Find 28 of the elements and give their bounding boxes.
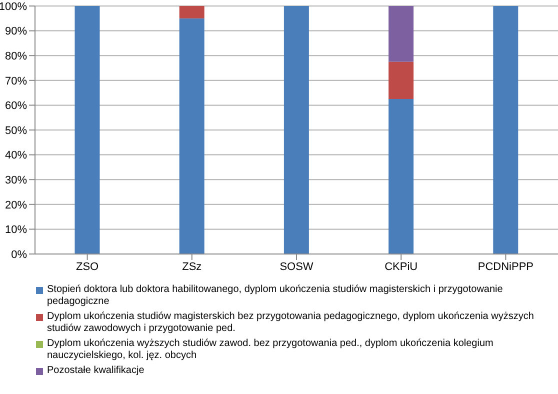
bar: [493, 6, 518, 254]
bar: [388, 62, 414, 99]
x-tick-label: SOSW: [280, 260, 314, 273]
y-tick-label: 30%: [4, 174, 28, 187]
legend-label: Stopień doktora lub doktora habilitowanego, dyplom ukończenia studiów magisterskich i przygotowanie pedagogiczne: [47, 284, 504, 308]
y-tick-label: 20%: [4, 199, 28, 212]
y-tick-label: 10%: [4, 224, 28, 236]
bar: [179, 18, 204, 254]
y-tick-label: 90%: [4, 26, 28, 38]
bar: [388, 99, 414, 254]
legend-label: Dyplom ukończenia wyższych studiów zawod. bez przygotowania ped., dyplom ukończenia kolegium nauczycielskiego, kol. jęz. obcych: [47, 338, 494, 362]
legend-label: Dyplom ukończenia studiów magisterskich bez przygotowania pedagogicznego, dyplom ukończenia wyższych studiów zawodowych i przygotowanie ped.: [47, 311, 535, 335]
legend-label: Pozostałe kwalifikacje: [47, 365, 144, 377]
y-tick-label: 80%: [4, 50, 28, 63]
x-tick-label: ZSO: [76, 260, 100, 273]
x-tick-label: PCDNiPPP: [478, 260, 534, 273]
y-tick-label: 50%: [4, 124, 28, 137]
bar: [388, 6, 414, 62]
y-tick-label: 100%: [0, 0, 28, 13]
x-tick-label: CKPiU: [384, 260, 418, 273]
y-tick-label: 60%: [4, 100, 28, 112]
y-tick-label: 40%: [4, 150, 28, 162]
y-tick-label: 70%: [4, 75, 28, 88]
y-tick-label: 0%: [11, 248, 28, 261]
x-tick-label: ZSz: [182, 260, 202, 273]
bar: [179, 6, 204, 18]
bar: [74, 6, 100, 254]
bar: [284, 6, 309, 254]
